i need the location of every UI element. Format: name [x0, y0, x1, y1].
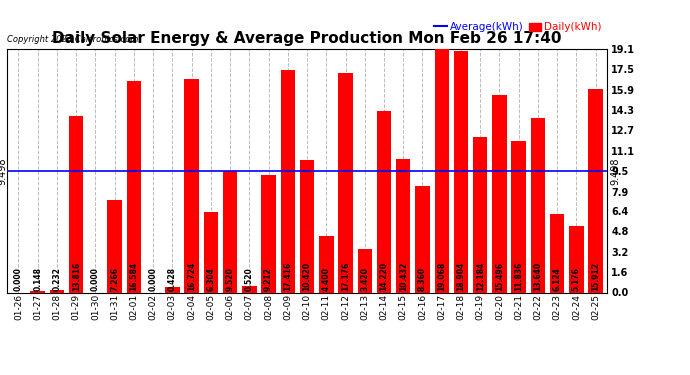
Text: 6.304: 6.304 [206, 267, 215, 291]
Text: 9.498: 9.498 [0, 158, 8, 185]
Text: 0.148: 0.148 [33, 267, 42, 291]
Text: 0.520: 0.520 [245, 267, 254, 291]
Text: 0.000: 0.000 [14, 267, 23, 291]
Text: 0.428: 0.428 [168, 267, 177, 291]
Bar [338, 73, 353, 292]
Text: 15.912: 15.912 [591, 262, 600, 291]
Text: 3.420: 3.420 [360, 267, 369, 291]
Text: 13.640: 13.640 [533, 261, 542, 291]
Text: 6.124: 6.124 [553, 267, 562, 291]
Bar [50, 290, 64, 292]
Bar [30, 291, 45, 292]
Bar [184, 79, 199, 292]
Text: Copyright 2024 Cartronics.com: Copyright 2024 Cartronics.com [7, 35, 138, 44]
Bar [69, 116, 83, 292]
Text: 11.836: 11.836 [514, 261, 523, 291]
Text: 8.360: 8.360 [418, 267, 427, 291]
Bar [435, 49, 449, 292]
Bar [204, 212, 218, 292]
Bar [223, 171, 237, 292]
Text: 9.520: 9.520 [226, 267, 235, 291]
Text: 12.184: 12.184 [475, 261, 484, 291]
Text: 18.904: 18.904 [457, 261, 466, 291]
Text: 17.176: 17.176 [341, 261, 350, 291]
Bar [127, 81, 141, 292]
Text: 0.000: 0.000 [91, 267, 100, 291]
Text: 17.416: 17.416 [284, 261, 293, 291]
Text: 0.232: 0.232 [52, 267, 61, 291]
Bar [242, 286, 257, 292]
Bar [357, 249, 372, 292]
Text: 0.000: 0.000 [148, 267, 157, 291]
Bar [396, 159, 411, 292]
Bar [511, 141, 526, 292]
Text: 10.420: 10.420 [302, 261, 312, 291]
Text: 13.816: 13.816 [72, 261, 81, 291]
Bar [281, 70, 295, 292]
Bar [108, 200, 122, 292]
Text: 5.176: 5.176 [572, 267, 581, 291]
Bar [454, 51, 469, 292]
Bar [473, 137, 487, 292]
Bar [415, 186, 430, 292]
Bar [531, 118, 545, 292]
Text: 16.724: 16.724 [187, 261, 196, 291]
Bar [262, 175, 276, 292]
Text: 14.220: 14.220 [380, 261, 388, 291]
Legend: Average(kWh), Daily(kWh): Average(kWh), Daily(kWh) [434, 22, 602, 32]
Text: 10.432: 10.432 [399, 261, 408, 291]
Text: 16.584: 16.584 [130, 261, 139, 291]
Bar [300, 159, 314, 292]
Text: 4.400: 4.400 [322, 267, 331, 291]
Text: 9.498: 9.498 [610, 158, 620, 185]
Text: 7.266: 7.266 [110, 267, 119, 291]
Bar [589, 89, 603, 292]
Bar [165, 287, 179, 292]
Bar [319, 236, 333, 292]
Bar [569, 226, 584, 292]
Text: 19.068: 19.068 [437, 261, 446, 291]
Title: Daily Solar Energy & Average Production Mon Feb 26 17:40: Daily Solar Energy & Average Production … [52, 31, 562, 46]
Bar [550, 214, 564, 292]
Text: 9.212: 9.212 [264, 267, 273, 291]
Bar [492, 95, 506, 292]
Bar [377, 111, 391, 292]
Text: 15.496: 15.496 [495, 262, 504, 291]
